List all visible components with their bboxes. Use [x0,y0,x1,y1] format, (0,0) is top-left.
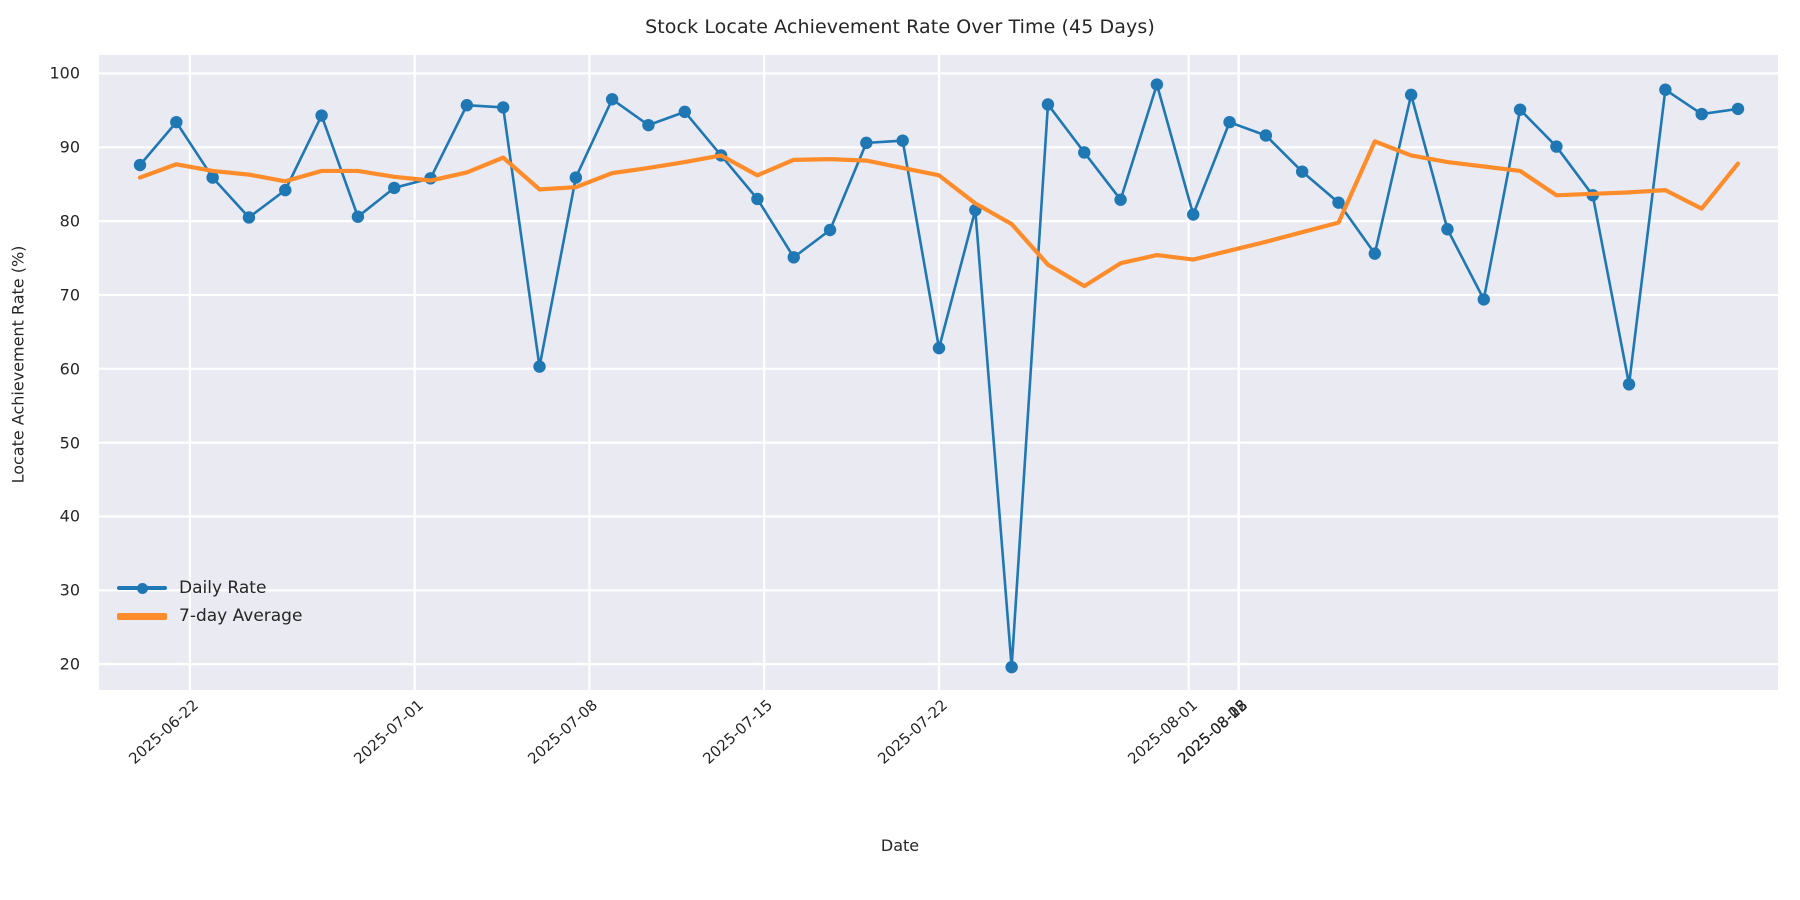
data-point-marker [1513,103,1527,116]
data-point-marker [1150,78,1164,91]
data-point-marker [823,223,837,237]
y-tick-label: 60 [59,359,80,379]
x-tick-label: 2025-07-08 [524,696,602,768]
data-point-marker [1659,83,1672,96]
data-point-marker [1404,88,1418,102]
data-point-marker [1477,293,1490,306]
x-axis-label: Date [880,836,920,855]
data-point-marker [1041,98,1055,111]
y-tick-label: 40 [59,506,80,526]
x-tick-label: 2025-07-01 [349,696,427,768]
data-point-marker [388,181,401,195]
y-axis-tick-labels: 100 90 80 70 60 50 40 30 20 [0,55,90,690]
data-point-marker [1187,208,1200,221]
x-tick-label: 2025-07-15 [699,696,777,768]
plot-area [99,55,1778,690]
y-tick-label: 90 [59,137,80,157]
data-point-marker [351,210,365,223]
y-tick-label: 20 [59,654,80,674]
data-point-marker [787,251,800,264]
chart-legend: Daily Rate 7-day Average [113,572,310,632]
y-tick-label: 30 [59,580,80,600]
data-point-marker [533,360,546,373]
data-point-marker [460,99,474,112]
gridlines [99,55,1778,690]
data-point-marker [1259,129,1273,142]
data-point-marker [279,183,292,197]
x-tick-label: 2025-07-22 [874,696,952,768]
data-point-marker [315,109,328,122]
y-tick-label: 100 [49,63,80,83]
data-point-marker [1695,107,1708,121]
y-tick-label: 80 [59,211,80,231]
data-point-marker [642,118,655,132]
legend-label: 7-day Average [179,606,303,626]
data-point-marker [1550,140,1563,153]
series-daily-rate [133,78,1745,674]
x-axis-tick-labels: 2025-06-22 2025-07-01 2025-07-08 2025-07-15… [0,690,1800,810]
data-point-marker [1295,165,1309,178]
data-point-marker [496,101,510,114]
x-tick-label: 2025-06-22 [125,696,202,768]
data-point-marker [242,211,256,224]
data-point-marker [1114,193,1127,206]
chart-title: Stock Locate Achievement Rate Over Time … [645,16,1155,38]
legend-item-daily-rate[interactable]: Daily Rate [115,574,302,602]
data-point-marker [678,105,691,119]
data-point-marker [206,171,219,184]
data-point-marker [605,93,619,106]
data-point-marker [1731,102,1745,116]
data-point-marker [1005,660,1018,674]
data-point-marker [569,171,583,184]
legend-item-seven-day-average[interactable]: 7-day Average [115,602,302,630]
data-point-marker [1332,196,1345,209]
series-line [137,139,1741,289]
y-tick-label: 50 [59,433,80,453]
y-tick-label: 70 [59,285,80,305]
data-point-marker [133,158,147,172]
plot-svg [99,55,1778,690]
series-seven-day-average [137,139,1741,289]
data-point-marker [1368,247,1382,260]
data-point-marker [860,136,873,150]
data-point-marker [896,134,909,147]
data-point-marker [751,192,764,206]
data-point-marker [1622,378,1636,391]
data-point-marker [1078,146,1091,159]
data-point-marker [170,115,183,129]
data-point-marker [932,341,946,355]
data-point-marker [1441,223,1454,236]
legend-swatch-icon [115,578,169,598]
legend-swatch-icon [115,606,169,626]
data-point-marker [1223,115,1236,129]
legend-label: Daily Rate [179,578,267,598]
